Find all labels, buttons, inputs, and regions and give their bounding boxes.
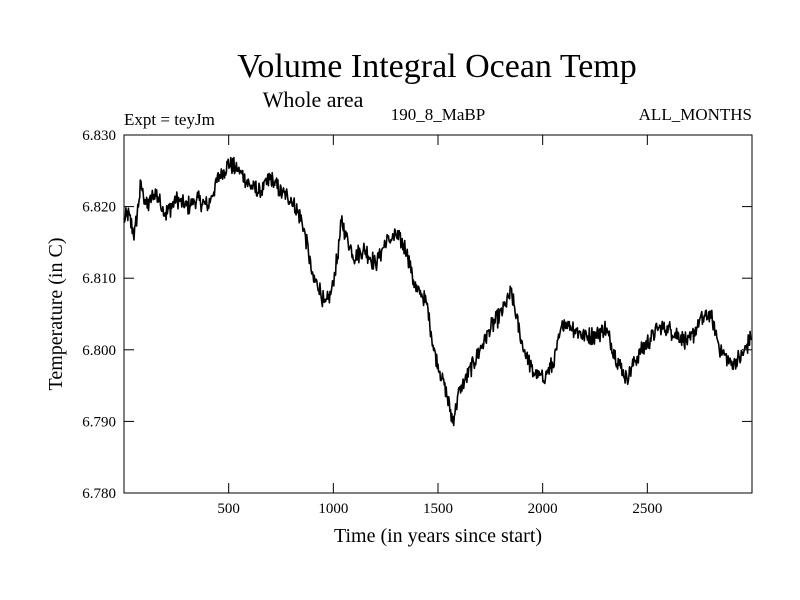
x-tick-label: 1000	[318, 501, 348, 517]
y-tick-label: 6.820	[82, 200, 116, 216]
x-tick-label: 1500	[423, 501, 453, 517]
plot-frame	[123, 134, 753, 494]
x-tick-label: 2500	[632, 501, 662, 517]
y-tick-label: 6.830	[82, 128, 116, 144]
series-line	[123, 156, 753, 427]
y-tick-label: 6.780	[82, 486, 116, 502]
chart-subtitle: Whole area	[263, 87, 364, 112]
x-axis-label: Time (in years since start)	[334, 525, 542, 547]
plot-area	[123, 156, 753, 427]
chart-title: Volume Integral Ocean Temp	[237, 48, 637, 85]
y-tick-label: 6.800	[82, 343, 116, 359]
y-axis-label: Temperature (in C)	[45, 238, 67, 391]
y-tick-label: 6.790	[82, 414, 116, 430]
header-left: Expt = teyJm	[124, 110, 215, 129]
y-tick-label: 6.810	[82, 271, 116, 287]
header-right: ALL_MONTHS	[639, 105, 752, 124]
x-tick-label: 2000	[528, 501, 558, 517]
x-tick-label: 500	[217, 501, 240, 517]
header-center: 190_8_MaBP	[391, 105, 485, 124]
